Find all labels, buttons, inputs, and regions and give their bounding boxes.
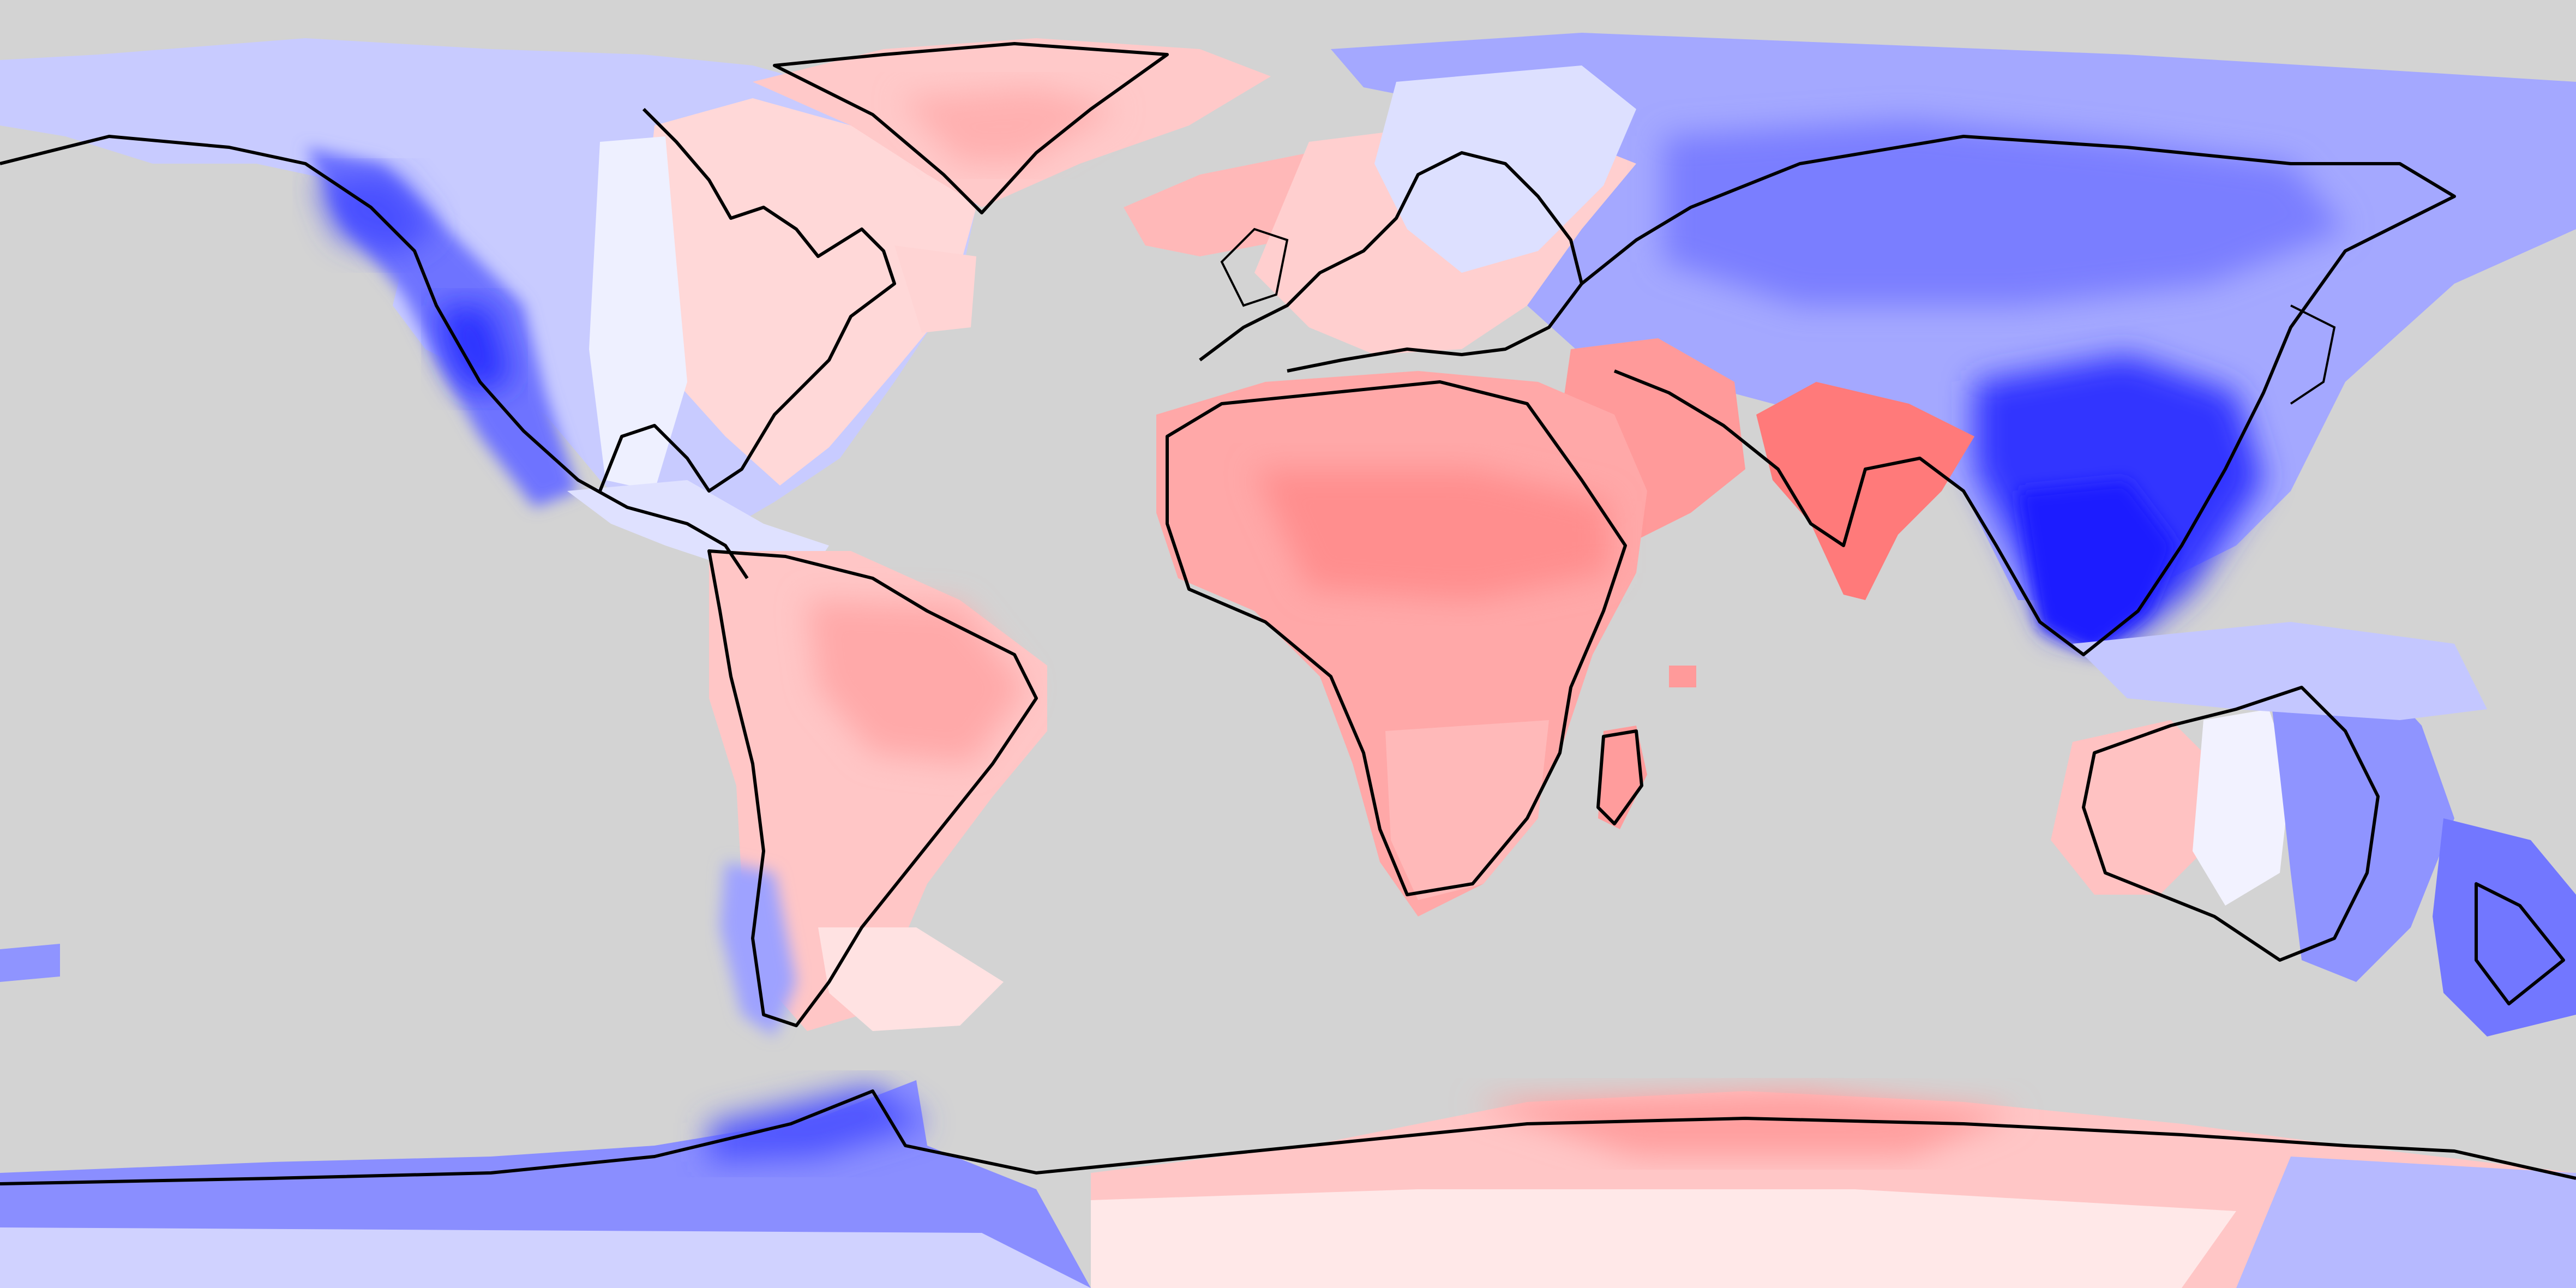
coastline-australia: [2082, 686, 2380, 962]
region-greenland-core: [900, 87, 1118, 164]
region-antarctic-east-edge: [2236, 1157, 2576, 1288]
region-east-antarctica-core: [1473, 1091, 2018, 1157]
coastline-new-zealand: [2475, 882, 2565, 1005]
coastline-antarctica: [0, 1089, 2576, 1185]
region-madagascar: [1598, 726, 1647, 829]
region-central-plains: [589, 136, 687, 491]
coastline-japan: [2290, 304, 2336, 405]
region-alaska-core: [316, 175, 436, 256]
region-indonesia: [2073, 622, 2487, 720]
region-north-africa-atlantic-edge: [894, 245, 976, 333]
region-antarctic-interior: [1091, 1189, 2236, 1288]
anomaly-field: [0, 33, 2576, 1288]
coastline-africa: [1166, 380, 1627, 896]
region-australia-central: [2193, 709, 2291, 906]
region-eastern-north-america: [644, 98, 976, 486]
region-sahel-core: [1254, 469, 1609, 600]
region-patagonia: [720, 862, 796, 1037]
region-argentina-south: [818, 927, 1004, 1031]
region-east-europe: [1374, 65, 1636, 273]
region-aleutian-edge: [0, 944, 60, 982]
region-antarctic-peninsula-core: [709, 1086, 927, 1162]
coastline-europe: [1199, 151, 1583, 373]
region-antarctic-far-west: [0, 1227, 1091, 1288]
region-reunion-dot: [1669, 666, 1696, 687]
coastline-north-america: [0, 107, 896, 579]
region-rockies-core: [436, 305, 513, 393]
region-southern-africa: [1385, 720, 1549, 900]
coastline-british-isles: [1220, 227, 1289, 307]
coastline-asia: [1581, 135, 2456, 656]
coastlines: [0, 42, 2576, 1185]
region-new-zealand: [2433, 818, 2576, 1037]
region-india: [1756, 382, 1974, 600]
coastline-south-america: [707, 549, 1038, 1027]
region-amazon-core: [807, 600, 1025, 764]
region-siberia-core: [1664, 120, 2345, 305]
coastline-madagascar: [1596, 729, 1643, 825]
coastline-greenland: [773, 42, 1169, 214]
region-australia-east: [2269, 666, 2454, 982]
